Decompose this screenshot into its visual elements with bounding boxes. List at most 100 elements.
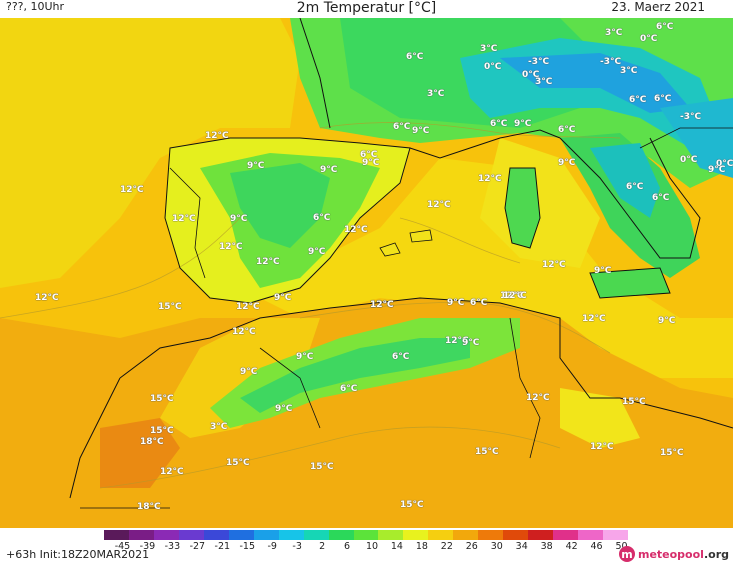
temperature-label: 12°C xyxy=(232,327,256,337)
temperature-label: 9°C xyxy=(658,316,676,326)
legend-swatch xyxy=(528,530,554,540)
temperature-label: 12°C xyxy=(500,291,524,301)
temperature-label: 9°C xyxy=(308,247,326,257)
country-borders xyxy=(80,127,733,509)
coastlines xyxy=(69,18,733,499)
temperature-label: 9°C xyxy=(558,158,576,168)
legend-tick: -39 xyxy=(139,541,156,552)
temperature-label: 15°C xyxy=(150,394,174,404)
legend-tick: 26 xyxy=(465,541,478,552)
temperature-label: 12°C xyxy=(478,174,502,184)
temperature-label: 6°C xyxy=(629,95,647,105)
sea-mediterranean xyxy=(260,158,733,378)
temperature-label: 0°C xyxy=(640,34,658,44)
legend-swatch xyxy=(503,530,529,540)
temperature-label: 9°C xyxy=(447,298,465,308)
forecast-date: 23. Maerz 2021 xyxy=(611,0,705,14)
temperature-label: 9°C xyxy=(296,352,314,362)
legend-swatch xyxy=(428,530,454,540)
temperature-label: -3°C xyxy=(680,112,702,122)
legend-tick: -45 xyxy=(114,541,131,552)
legend-tick: 18 xyxy=(415,541,428,552)
temperature-label: 3°C xyxy=(210,422,228,432)
temperature-label: 12°C xyxy=(236,302,260,312)
temperature-label: 12°C xyxy=(35,293,59,303)
legend-tick: -21 xyxy=(214,541,231,552)
legend-swatch xyxy=(228,530,255,540)
temperature-label: 12°C xyxy=(120,185,144,195)
temperature-label: 6°C xyxy=(393,122,411,132)
legend-tick: 38 xyxy=(540,541,553,552)
map-run-label: ???, 10Uhr xyxy=(6,0,65,13)
legend-swatch xyxy=(153,530,180,540)
temperature-label: 9°C xyxy=(594,266,612,276)
legend-tick: 30 xyxy=(490,541,503,552)
temperature-label: 6°C xyxy=(626,182,644,192)
temperature-label: 12°C xyxy=(256,257,280,267)
legend-tick: 6 xyxy=(344,541,351,552)
legend-swatch xyxy=(178,530,205,540)
temperature-isolines xyxy=(0,122,621,489)
temperature-label: 6°C xyxy=(654,94,672,104)
temperature-label: 12°C xyxy=(542,260,566,270)
temperature-label: 9°C xyxy=(362,158,380,168)
temperature-label: 12°C xyxy=(205,131,229,141)
legend-tick: 10 xyxy=(365,541,379,552)
legend-swatch xyxy=(378,530,404,540)
land-iberia-cold xyxy=(230,163,330,248)
color-legend xyxy=(104,530,629,540)
land-sahara-hot xyxy=(100,418,180,488)
temperature-label: 6°C xyxy=(490,119,508,129)
temperature-label: 9°C xyxy=(708,165,726,175)
temperature-label: 9°C xyxy=(412,126,430,136)
temperature-label: 12°C xyxy=(172,214,196,224)
legend-tick: -27 xyxy=(189,541,206,552)
land-alps-colder xyxy=(500,53,690,113)
land-north-africa xyxy=(0,298,733,528)
legend-swatch xyxy=(253,530,280,540)
meteopool-logo-icon: m xyxy=(618,546,635,562)
temperature-label: 0°C xyxy=(522,70,540,80)
temperature-label: 6°C xyxy=(656,22,674,32)
legend-swatch xyxy=(128,530,155,540)
legend-swatch xyxy=(353,530,379,540)
temperature-label: 12°C xyxy=(526,393,550,403)
land-atlas-cold xyxy=(240,338,470,413)
land-corsica-sardinia xyxy=(505,168,540,248)
land-morocco-coast xyxy=(160,318,320,438)
temperature-label: 0°C xyxy=(680,155,698,165)
page-title: 2m Temperatur [°C] xyxy=(296,0,437,16)
legend-swatch xyxy=(278,530,305,540)
legend-tick: 34 xyxy=(515,541,528,552)
temperature-label: 15°C xyxy=(158,302,182,312)
land-sicily xyxy=(590,268,670,298)
land-italy-cold xyxy=(590,143,660,218)
temperature-label: 12°C xyxy=(160,467,184,477)
legend-swatch xyxy=(553,530,579,540)
meteopool-logo[interactable]: m meteopool.org xyxy=(618,544,729,564)
legend-swatch xyxy=(603,530,629,540)
temperature-label: 9°C xyxy=(462,338,480,348)
temperature-label: 9°C xyxy=(247,161,265,171)
temperature-label: 9°C xyxy=(514,119,532,129)
temperature-label: 12°C xyxy=(219,242,243,252)
temperature-map: 6°C 3°C 0°C -3°C 0°C -3°C 3°C 6°C 0°C 3°C 3°C 6°C 3°… xyxy=(0,18,733,528)
legend-swatch xyxy=(104,530,130,540)
legend-tick: -3 xyxy=(292,541,302,552)
temperature-label: 12°C xyxy=(582,314,606,324)
temperature-label: 15°C xyxy=(310,462,334,472)
temperature-label: 3°C xyxy=(480,44,498,54)
temperature-label: 6°C xyxy=(406,52,424,62)
balearic-islands xyxy=(379,229,433,257)
legend-tick: 14 xyxy=(390,541,403,552)
temperature-label: 12°C xyxy=(445,336,469,346)
temperature-label: 9°C xyxy=(320,165,338,175)
legend-tick: 22 xyxy=(440,541,453,552)
temperature-label: 0°C xyxy=(484,62,502,72)
land-tunisia xyxy=(560,388,640,448)
logo-main: meteopool xyxy=(637,547,704,561)
land-balkans-cold xyxy=(660,98,733,178)
legend-tick: 42 xyxy=(565,541,578,552)
temperature-label: 9°C xyxy=(274,293,292,303)
temperature-label: 15°C xyxy=(400,500,424,510)
